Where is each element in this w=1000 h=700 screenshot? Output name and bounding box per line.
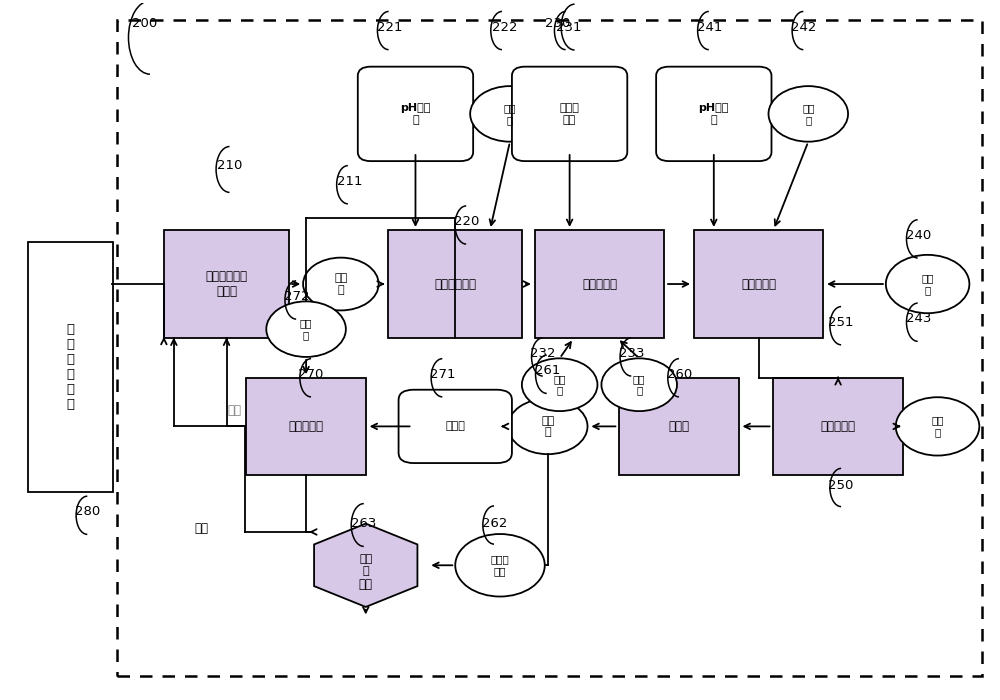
- FancyBboxPatch shape: [28, 242, 113, 492]
- Text: 240: 240: [906, 229, 931, 242]
- Circle shape: [601, 358, 677, 411]
- Text: 280: 280: [75, 505, 101, 518]
- FancyBboxPatch shape: [694, 230, 823, 338]
- Text: 233: 233: [619, 347, 645, 360]
- Text: 混凝反应池: 混凝反应池: [741, 277, 776, 290]
- FancyBboxPatch shape: [535, 230, 664, 338]
- Text: 243: 243: [906, 312, 931, 326]
- Text: 提升
泵: 提升 泵: [541, 416, 554, 438]
- Text: 提升
泵: 提升 泵: [334, 273, 348, 295]
- FancyBboxPatch shape: [619, 378, 739, 475]
- Text: 沉淀池: 沉淀池: [669, 420, 690, 433]
- Text: 220: 220: [454, 215, 480, 228]
- FancyBboxPatch shape: [399, 390, 512, 463]
- Text: 破络预处理池: 破络预处理池: [434, 277, 476, 290]
- Text: pH检测
器: pH检测 器: [400, 103, 431, 125]
- Text: 排放: 排放: [228, 404, 242, 417]
- Text: 液体: 液体: [195, 522, 209, 535]
- Text: 反洗
泵: 反洗 泵: [300, 318, 312, 340]
- Text: 261: 261: [535, 364, 560, 377]
- Text: 芬顿反应器: 芬顿反应器: [582, 277, 617, 290]
- Text: 加药
泵: 加药 泵: [633, 374, 645, 395]
- Circle shape: [455, 534, 545, 596]
- Text: 260: 260: [667, 368, 692, 381]
- Text: 222: 222: [492, 20, 518, 34]
- Text: 离子交换柱: 离子交换柱: [289, 420, 324, 433]
- Text: 263: 263: [351, 517, 376, 530]
- Text: 242: 242: [791, 20, 817, 34]
- Text: 232: 232: [530, 347, 555, 360]
- Text: 250: 250: [828, 479, 854, 492]
- Text: 气动隔
膜泵: 气动隔 膜泵: [491, 554, 509, 576]
- FancyBboxPatch shape: [656, 66, 771, 161]
- Text: 271: 271: [430, 368, 456, 381]
- Circle shape: [470, 86, 550, 141]
- Circle shape: [886, 255, 969, 313]
- Circle shape: [266, 302, 346, 357]
- Text: pH检测
器: pH检测 器: [699, 103, 729, 125]
- FancyBboxPatch shape: [358, 66, 473, 161]
- FancyBboxPatch shape: [246, 378, 366, 475]
- Text: 230: 230: [545, 17, 570, 30]
- Text: 200: 200: [132, 17, 157, 30]
- Text: 211: 211: [337, 175, 362, 188]
- Circle shape: [303, 258, 379, 310]
- Text: 过滤器: 过滤器: [445, 421, 465, 431]
- Text: 封孔含镍废水
收集槽: 封孔含镍废水 收集槽: [206, 270, 248, 298]
- FancyBboxPatch shape: [164, 230, 289, 338]
- Text: 加药
泵: 加药 泵: [504, 103, 516, 125]
- FancyBboxPatch shape: [512, 66, 627, 161]
- Text: 自
动
控
制
系
统: 自 动 控 制 系 统: [66, 323, 74, 412]
- Text: 231: 231: [556, 20, 581, 34]
- Text: 加药
泵: 加药 泵: [931, 416, 944, 438]
- Circle shape: [508, 398, 588, 454]
- Text: 251: 251: [828, 316, 854, 329]
- Text: 加药
泵: 加药 泵: [802, 103, 815, 125]
- Text: 絮凝反应池: 絮凝反应池: [821, 420, 856, 433]
- Text: 262: 262: [482, 517, 507, 530]
- Circle shape: [896, 397, 979, 456]
- Text: 固体: 固体: [359, 578, 373, 592]
- FancyBboxPatch shape: [388, 230, 522, 338]
- FancyBboxPatch shape: [773, 378, 903, 475]
- Text: 270: 270: [298, 368, 324, 381]
- Text: 221: 221: [377, 20, 402, 34]
- Text: 加药
泵: 加药 泵: [921, 273, 934, 295]
- Circle shape: [769, 86, 848, 141]
- Text: 加药
泵: 加药 泵: [553, 374, 566, 395]
- Text: 210: 210: [217, 160, 242, 172]
- Polygon shape: [314, 524, 417, 607]
- Text: 压虑
机: 压虑 机: [359, 554, 372, 576]
- Circle shape: [522, 358, 597, 411]
- Text: 机械搅
拌器: 机械搅 拌器: [560, 103, 580, 125]
- Text: 241: 241: [697, 20, 722, 34]
- Text: 272: 272: [284, 290, 310, 303]
